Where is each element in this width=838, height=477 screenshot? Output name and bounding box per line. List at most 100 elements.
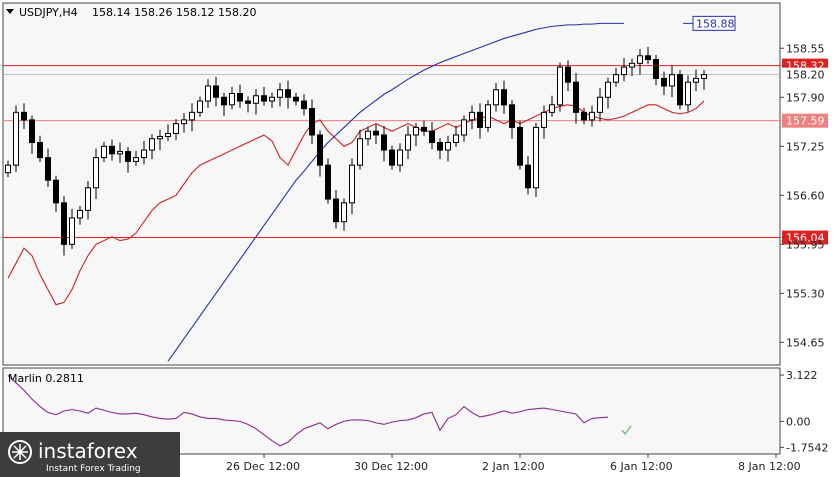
candle-body (589, 111, 595, 121)
candle-body (549, 104, 555, 113)
candle-body (85, 187, 91, 211)
candle-body (317, 134, 323, 166)
candle-body (437, 142, 443, 151)
candle-body (77, 209, 83, 219)
candle-body (461, 119, 467, 136)
candle-body (117, 151, 123, 155)
indicator-label: Marlin 0.2811 (8, 372, 84, 385)
candle-body (197, 100, 203, 113)
candle-body (605, 81, 611, 98)
y-tick-label: 157.25 (786, 140, 825, 153)
candle-body (181, 119, 187, 125)
candle-body (237, 93, 243, 102)
candle-body (125, 151, 131, 162)
level-label: 156.04 (786, 232, 825, 245)
candle-body (525, 164, 531, 189)
candle-body (661, 77, 667, 87)
candle-body (653, 59, 659, 79)
candle-body (485, 104, 491, 128)
y-tick-label: 154.65 (786, 336, 825, 349)
instaforex-logo: instaforex Instant Forex Trading (0, 432, 180, 477)
candlesticks (5, 46, 707, 256)
candle-body (13, 111, 19, 166)
y-tick-label: 156.60 (786, 189, 825, 202)
candle-body (373, 130, 379, 136)
candle-body (445, 142, 451, 151)
candle-body (325, 164, 331, 200)
candle-body (413, 126, 419, 136)
candle-body (517, 126, 523, 166)
candle-body (357, 138, 363, 166)
candle-body (69, 217, 75, 245)
candle-body (253, 95, 259, 104)
candle-body (429, 130, 435, 144)
candle-body (389, 149, 395, 166)
candle-body (501, 89, 507, 106)
candle-body (341, 202, 347, 223)
ohlc-values: 158.14 158.26 158.12 158.20 (92, 6, 256, 19)
candle-body (469, 111, 475, 121)
x-tick-label: 8 Jan 12:00 (738, 460, 801, 473)
level-tag (782, 230, 828, 245)
red-moving-average (7, 100, 705, 306)
y-tick-label: 158.55 (786, 42, 825, 55)
collapse-triangle-icon[interactable] (6, 9, 14, 14)
blue-moving-average (167, 22, 624, 362)
logo-tagline: Instant Forex Trading (46, 464, 141, 474)
candle-body (285, 89, 291, 98)
candle-body (309, 108, 315, 136)
candle-body (333, 198, 339, 223)
y-tick-label: 157.90 (786, 91, 825, 104)
current-price-label: 158.20 (786, 69, 825, 82)
candle-body (453, 134, 459, 144)
x-tick-label: 2 Jan 12:00 (482, 460, 545, 473)
candle-body (165, 132, 171, 137)
candle-body (21, 111, 27, 121)
candle-body (701, 74, 707, 79)
candle-body (405, 134, 411, 151)
candle-body (477, 111, 483, 128)
candle-body (53, 179, 59, 204)
candle-body (349, 164, 355, 204)
blue-ma-tag (692, 15, 736, 31)
candle-body (693, 77, 699, 83)
oscillator-axis: 3.122 0.00 -1.7542 (780, 369, 828, 454)
x-tick-label: 30 Dec 12:00 (354, 460, 428, 473)
time-axis: 26 Dec 12:00 30 Dec 12:00 2 Jan 12:00 6 Jan… (226, 454, 801, 473)
candle-body (597, 96, 603, 113)
moving-averages: 158.88 (7, 15, 736, 362)
candle-body (269, 96, 275, 102)
candle-body (189, 111, 195, 121)
candle-body (565, 66, 571, 83)
checkmark-icon (621, 425, 632, 436)
y-tick-label: 155.30 (786, 287, 825, 300)
osc-tick-label: 3.122 (786, 369, 818, 382)
candle-body (261, 95, 267, 102)
main-panel-bg (2, 2, 781, 366)
candle-body (301, 100, 307, 110)
candle-body (493, 89, 499, 106)
logo-name: instaforex (38, 439, 138, 463)
candle-body (533, 126, 539, 189)
candle-body (29, 119, 35, 144)
candle-body (173, 123, 179, 134)
level-label: 157.59 (786, 115, 825, 128)
candle-body (133, 157, 139, 162)
symbol-label: USDJPY,H4 (19, 6, 78, 19)
candle-body (93, 157, 99, 189)
osc-tick-label: -1.7542 (786, 441, 828, 454)
osc-tick-label: 0.00 (786, 415, 811, 428)
candle-body (573, 81, 579, 113)
candle-body (221, 96, 227, 106)
candle-body (421, 126, 427, 132)
marlin-line (7, 375, 609, 447)
candle-body (157, 135, 163, 140)
candle-body (61, 202, 67, 245)
candle-body (245, 100, 251, 104)
candle-body (685, 81, 691, 106)
candle-body (621, 66, 627, 76)
candle-body (645, 55, 651, 61)
candle-body (45, 157, 51, 181)
